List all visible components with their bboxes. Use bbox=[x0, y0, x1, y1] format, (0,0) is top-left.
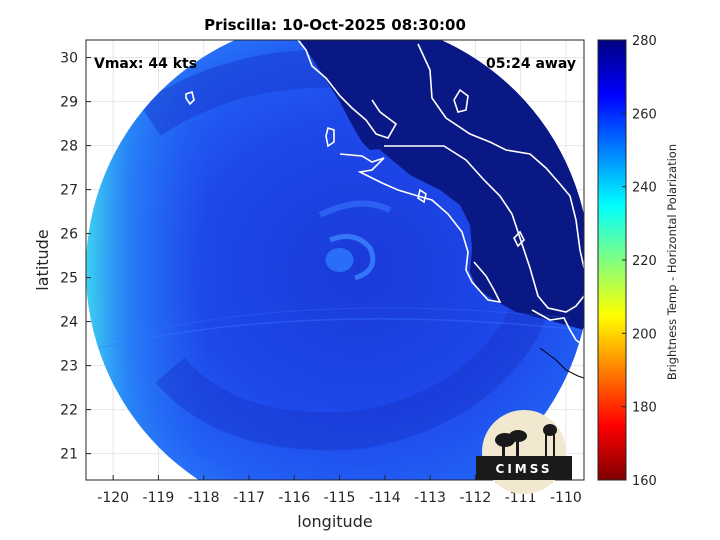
x-tick-label: -120 bbox=[97, 490, 129, 506]
island-5 bbox=[513, 230, 525, 248]
colorbar-tick-label: 280 bbox=[632, 34, 657, 49]
colorbar-tick-label: 180 bbox=[632, 401, 657, 416]
y-tick-label: 30 bbox=[60, 51, 78, 67]
colorbar-tick-label: 220 bbox=[632, 254, 657, 269]
logo-banner bbox=[476, 456, 572, 480]
coastlines bbox=[185, 40, 584, 379]
y-tick-label: 24 bbox=[60, 315, 78, 331]
x-axis: -120 -119 -118 -117 -116 -115 -114 -113 -112 -111… bbox=[97, 475, 582, 506]
colorbar-label: Brightness Temp - Horizontal Polarizatio… bbox=[665, 144, 679, 380]
plot-frame bbox=[85, 39, 585, 481]
y-axis-title: latitude bbox=[33, 229, 52, 290]
x-tick-label: -111 bbox=[505, 490, 537, 506]
x-tick-label: -110 bbox=[550, 490, 582, 506]
x-tick-label: -118 bbox=[188, 490, 220, 506]
x-axis-title: longitude bbox=[297, 512, 372, 531]
logo-text: CIMSS bbox=[496, 462, 553, 476]
y-tick-label: 21 bbox=[60, 447, 78, 463]
colorbar-tick-label: 200 bbox=[632, 327, 657, 342]
x-tick-label: -112 bbox=[459, 490, 491, 506]
island-1 bbox=[185, 90, 195, 106]
colorbar-gradient bbox=[597, 39, 627, 481]
x-tick-label: -114 bbox=[369, 490, 401, 506]
island-4 bbox=[453, 88, 469, 113]
spiral-band bbox=[318, 200, 392, 218]
time-away-annotation: 05:24 away bbox=[486, 56, 576, 72]
baja-west-coast bbox=[339, 153, 502, 304]
colorbar-ticks: 160 180 200 220 240 260 280 bbox=[622, 34, 657, 489]
y-tick-label: 29 bbox=[60, 95, 78, 111]
gulf-coast bbox=[384, 145, 584, 313]
mainland-south bbox=[531, 309, 584, 347]
swath-image bbox=[86, 40, 584, 480]
chart-title: Priscilla: 10-Oct-2025 08:30:00 bbox=[204, 16, 466, 34]
logo-water-tower bbox=[543, 424, 557, 436]
y-tick-label: 28 bbox=[60, 139, 78, 155]
baja-peninsula bbox=[300, 40, 584, 300]
vmax-annotation: Vmax: 44 kts bbox=[94, 56, 197, 72]
x-tick-label: -119 bbox=[143, 490, 175, 506]
x-tick-label: -115 bbox=[324, 490, 356, 506]
y-tick-label: 23 bbox=[60, 359, 78, 375]
y-tick-label: 25 bbox=[60, 271, 78, 287]
island-3 bbox=[417, 188, 427, 204]
cimss-logo: CIMSS bbox=[476, 410, 572, 494]
y-axis: 21 22 23 24 25 26 27 28 29 30 bbox=[60, 51, 91, 463]
baja-east-coast bbox=[417, 43, 584, 269]
x-tick-label: -113 bbox=[414, 490, 446, 506]
y-tick-label: 22 bbox=[60, 403, 78, 419]
mainland-coast-lower bbox=[539, 347, 584, 379]
y-tick-label: 26 bbox=[60, 227, 78, 243]
logo-dish-2 bbox=[509, 430, 527, 442]
colorbar-tick-label: 240 bbox=[632, 181, 657, 196]
island-2 bbox=[325, 126, 335, 148]
colorbar-tick-label: 160 bbox=[632, 474, 657, 489]
eyewall-band bbox=[329, 233, 376, 281]
mainland-coastline bbox=[297, 40, 398, 139]
colorbar: 160 180 200 220 240 260 280 Brightness Temp - … bbox=[597, 34, 679, 489]
x-tick-label: -116 bbox=[278, 490, 310, 506]
x-tick-label: -117 bbox=[233, 490, 265, 506]
colorbar-tick-label: 260 bbox=[632, 107, 657, 122]
y-tick-label: 27 bbox=[60, 183, 78, 199]
storm-eye bbox=[325, 248, 354, 272]
scan-line-artifact bbox=[89, 318, 581, 351]
